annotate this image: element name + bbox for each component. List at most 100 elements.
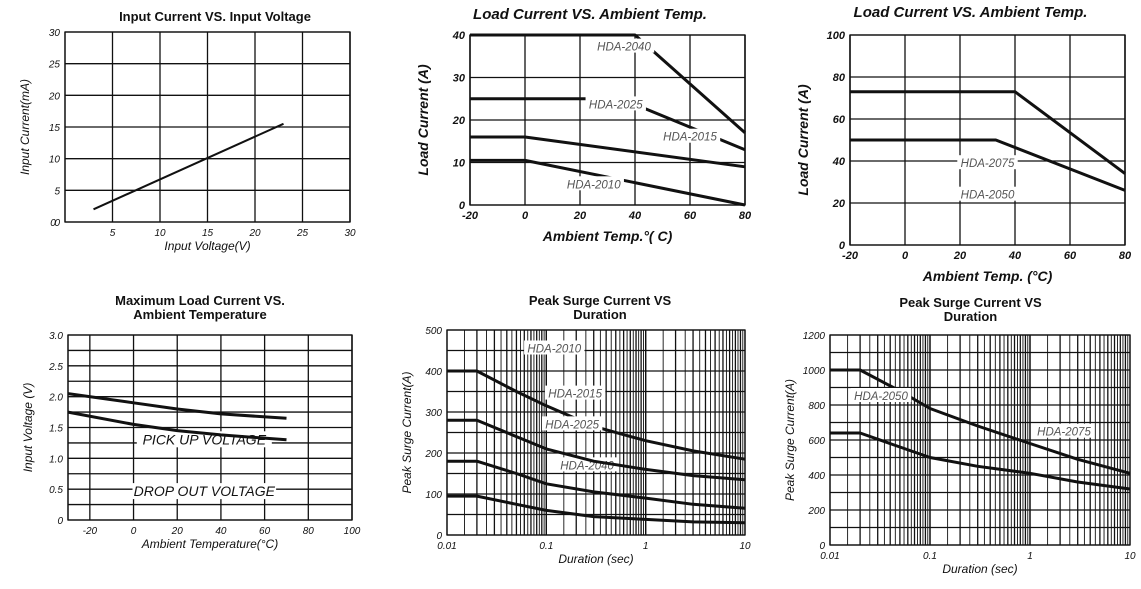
series-label-background	[524, 340, 585, 355]
x-tick-label: 80	[739, 210, 752, 222]
x-axis-label: Input Voltage(V)	[164, 239, 250, 253]
x-tick-label: 1	[643, 541, 649, 552]
x-tick-label: -20	[842, 250, 859, 262]
series-label-background	[544, 385, 606, 400]
series-line	[447, 494, 746, 525]
x-tick-label: 0	[50, 218, 56, 229]
series-label-background	[585, 96, 646, 111]
y-tick-label: 0	[57, 516, 63, 527]
x-tick-label: 5	[110, 228, 116, 239]
x-tick-label: 80	[1119, 250, 1132, 262]
series-label: HDA-2075	[1037, 427, 1091, 439]
y-tick-label: 100	[827, 30, 846, 42]
plot-frame	[446, 329, 746, 536]
plot-frame	[64, 31, 351, 223]
y-tick-label: 30	[453, 73, 466, 85]
chart-load-current-vs-temp-b: Load Current VS. Ambient Temp. -20 0 20 40 6…	[780, 0, 1141, 290]
series-line	[93, 122, 284, 211]
series-line	[830, 431, 1131, 491]
y-tick-label: 0.5	[49, 485, 63, 496]
x-tick-label: 10	[154, 228, 166, 239]
x-tick-label: 0.01	[437, 541, 456, 552]
series-line	[470, 158, 746, 207]
y-tick-label: 0	[839, 240, 846, 252]
x-tick-label: 40	[215, 526, 227, 537]
y-axis-label: Input Current(mA)	[18, 79, 32, 175]
series-label-background	[957, 186, 1018, 201]
series-label-background	[541, 416, 603, 431]
y-tick-label: 1.0	[49, 454, 63, 465]
y-axis-label: Peak Surge Current(A)	[783, 379, 797, 501]
x-tick-label: 80	[303, 526, 315, 537]
x-tick-label: 0	[522, 210, 529, 222]
series-line	[470, 135, 746, 169]
plot-area: -20 0 20 40 60 80 100 0 0.5 1.0 1.5 2.0 2.5 3.0 Ambien…	[21, 331, 361, 551]
x-axis-label: Duration (sec)	[558, 552, 633, 566]
series-label: HDA-2050	[854, 391, 908, 403]
x-tick-label: 40	[1008, 250, 1022, 262]
series-line	[447, 459, 746, 510]
series-line	[67, 392, 287, 420]
x-axis-label: Ambient Temperature(°C)	[141, 537, 278, 551]
series-label: DROP OUT VOLTAGE	[134, 483, 276, 499]
series-label-background	[1033, 423, 1095, 438]
y-tick-label: 10	[49, 155, 61, 166]
chart-title: Load Current VS. Ambient Temp.	[853, 4, 1088, 21]
series-line	[447, 418, 746, 482]
y-tick-label: 500	[425, 326, 442, 337]
series-label: HDA-2040	[597, 42, 651, 54]
x-tick-label: 0.1	[923, 551, 937, 562]
x-tick-label: -20	[462, 210, 479, 222]
series-label: HDA-2010	[527, 344, 581, 356]
y-tick-label: 300	[425, 408, 442, 419]
chart-title: Maximum Load Current VS. Ambient Tempera…	[115, 293, 285, 322]
series-label-background	[659, 128, 721, 143]
series-line	[850, 138, 1126, 192]
y-tick-label: 30	[49, 28, 61, 39]
x-tick-label: 60	[684, 210, 697, 222]
y-tick-label: 100	[425, 490, 442, 501]
x-tick-label: 20	[573, 210, 587, 222]
x-tick-label: 10	[1124, 551, 1136, 562]
series-label: HDA-2050	[961, 190, 1015, 202]
y-tick-label: 400	[808, 471, 825, 482]
y-tick-label: 40	[832, 156, 846, 168]
y-tick-label: 0	[54, 218, 60, 229]
y-tick-label: 1.5	[49, 424, 63, 435]
y-tick-label: 800	[808, 401, 825, 412]
y-tick-label: 200	[424, 449, 442, 460]
y-axis-label: Input Voltage (V)	[21, 383, 35, 473]
x-tick-label: 0	[131, 526, 137, 537]
x-tick-label: 15	[202, 228, 214, 239]
y-tick-label: 80	[833, 72, 846, 84]
x-tick-label: 100	[344, 526, 361, 537]
x-tick-label: 60	[1064, 250, 1077, 262]
y-tick-label: 20	[832, 198, 846, 210]
chart-title: Input Current VS. Input Voltage	[119, 9, 311, 24]
series-label: HDA-2010	[567, 179, 621, 191]
y-axis-label: Peak Surge Current(A)	[400, 371, 414, 493]
y-tick-label: 600	[808, 436, 825, 447]
chart-title: Peak Surge Current VS Duration	[899, 295, 1042, 324]
chart-max-load-current-vs-temp: Maximum Load Current VS. Ambient Tempera…	[0, 290, 380, 589]
series-label-background	[593, 38, 655, 53]
series-label: HDA-2015	[663, 132, 717, 144]
series-label: HDA-2015	[548, 389, 602, 401]
x-tick-label: 20	[248, 228, 261, 239]
series-label-background	[563, 176, 624, 191]
x-axis-label: Ambient Temp.°( C)	[542, 228, 673, 244]
series-label: HDA-2075	[961, 158, 1015, 170]
series-label: HDA-2025	[589, 99, 643, 111]
chart-load-current-vs-temp-a: Load Current VS. Ambient Temp. -20 0 20 40 6…	[380, 0, 780, 290]
series-line	[830, 368, 1131, 475]
y-tick-label: 0	[436, 531, 442, 542]
x-tick-label: 60	[259, 526, 271, 537]
chart-title: Peak Surge Current VS Duration	[528, 293, 672, 322]
plot-frame	[67, 334, 353, 521]
x-tick-label: 20	[953, 250, 967, 262]
y-tick-label: 20	[48, 91, 61, 102]
series-line	[470, 33, 746, 134]
